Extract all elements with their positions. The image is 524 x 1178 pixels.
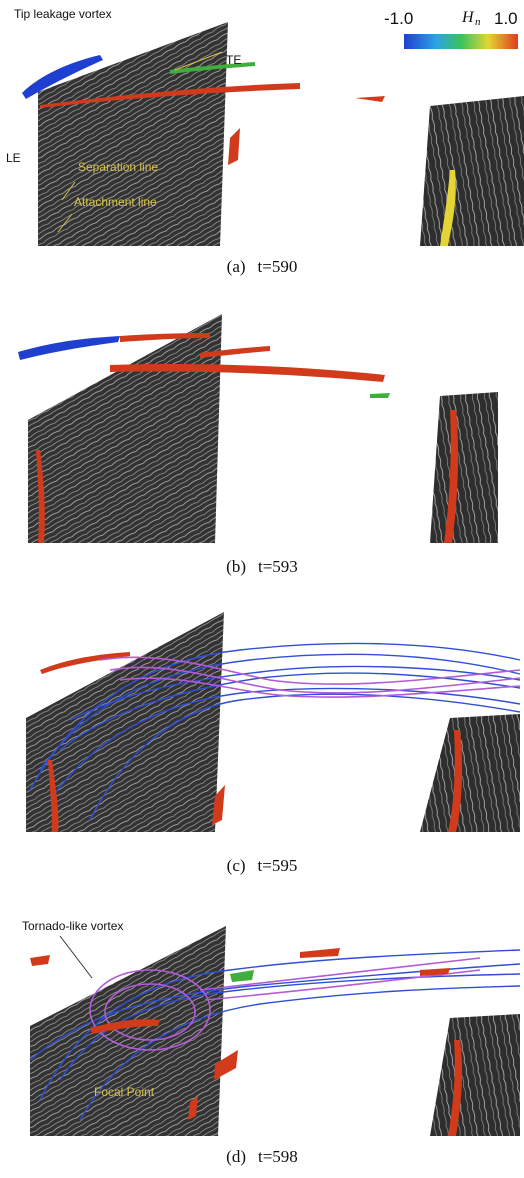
colorbar: [404, 34, 518, 49]
colorbar-subscript: n: [475, 16, 481, 28]
caption-time: t=595: [257, 856, 298, 875]
vortex-yellow: [440, 170, 456, 246]
vortex-red: [200, 346, 270, 358]
caption-letter: (c): [226, 856, 246, 875]
vortex-fragment: [420, 968, 450, 976]
panel-b: [0, 300, 524, 545]
vortex-red: [40, 652, 130, 674]
vortex-fragment: [214, 1050, 238, 1080]
colorbar-min-label: -1.0: [384, 9, 413, 28]
vortex-fragment: [228, 128, 240, 165]
label-separation-line: Separation line: [78, 160, 158, 174]
vortex-red: [48, 760, 59, 832]
vortex-fragment: [300, 948, 340, 958]
vortex-blue: [18, 336, 120, 360]
vortex-red: [444, 410, 459, 543]
vortex-red: [110, 364, 385, 382]
caption-letter: (b): [226, 557, 246, 576]
panel-b-figure: [18, 314, 498, 543]
caption-time: t=598: [258, 1147, 298, 1166]
vortex-blue: [22, 55, 103, 99]
blade-surface-right: [420, 714, 520, 832]
panel-a-figure: Tip leakage vortex TE LE Separation line…: [6, 7, 524, 246]
vortex-red: [36, 450, 45, 543]
blade-surface: [26, 612, 224, 832]
label-tornado-vortex: Tornado-like vortex: [22, 919, 123, 933]
caption-b: (b) t=593: [0, 557, 524, 577]
caption-time: t=593: [258, 557, 298, 576]
vortex-red: [120, 333, 210, 342]
label-te: TE: [226, 53, 241, 67]
vortex-red: [448, 730, 463, 832]
panel-c: [0, 600, 524, 845]
panel-d: Tornado-like vortex Focal Point: [0, 900, 524, 1138]
label-focal-point: Focal Point: [94, 1085, 155, 1099]
annotation-leader: [57, 213, 73, 233]
caption-time: t=590: [257, 257, 298, 276]
blade-surface: [30, 926, 226, 1136]
annotation-leader: [59, 935, 93, 979]
vortex-green: [370, 393, 390, 398]
colorbar-max-label: 1.0: [494, 9, 518, 28]
vortex-red: [448, 1040, 463, 1136]
vortex-green: [169, 62, 256, 74]
caption-letter: (a): [226, 257, 246, 276]
blade-surface-right: [430, 1014, 520, 1136]
vortex-red: [90, 1019, 160, 1034]
panel-c-figure: [26, 612, 521, 832]
blade-surface: [38, 22, 228, 246]
caption-a: (a) t=590: [0, 257, 524, 277]
vortex-green: [230, 970, 254, 982]
colorbar-symbol: H: [461, 9, 475, 26]
streamlines-magenta: [99, 656, 521, 698]
panel-a: Tip leakage vortex TE LE Separation line…: [0, 0, 524, 250]
streamlines-magenta: [89, 957, 481, 1051]
blade-surface-right: [420, 96, 524, 246]
vortex-fragment: [212, 785, 225, 825]
vortex-fragment: [188, 1096, 198, 1120]
caption-d: (d) t=598: [0, 1147, 524, 1167]
vortex-fragment: [30, 955, 50, 966]
vortex-red: [40, 83, 300, 108]
panel-d-figure: Tornado-like vortex Focal Point: [22, 919, 521, 1136]
blade-surface-right: [430, 392, 498, 543]
label-le: LE: [6, 151, 21, 165]
label-tip-leakage-vortex: Tip leakage vortex: [14, 7, 112, 21]
label-attachment-line: Attachment line: [74, 195, 157, 209]
annotation-leader: [61, 181, 76, 201]
vortex-fragment: [355, 96, 385, 102]
caption-letter: (d): [226, 1147, 246, 1166]
annotation-leader: [174, 51, 223, 71]
caption-c: (c) t=595: [0, 856, 524, 876]
